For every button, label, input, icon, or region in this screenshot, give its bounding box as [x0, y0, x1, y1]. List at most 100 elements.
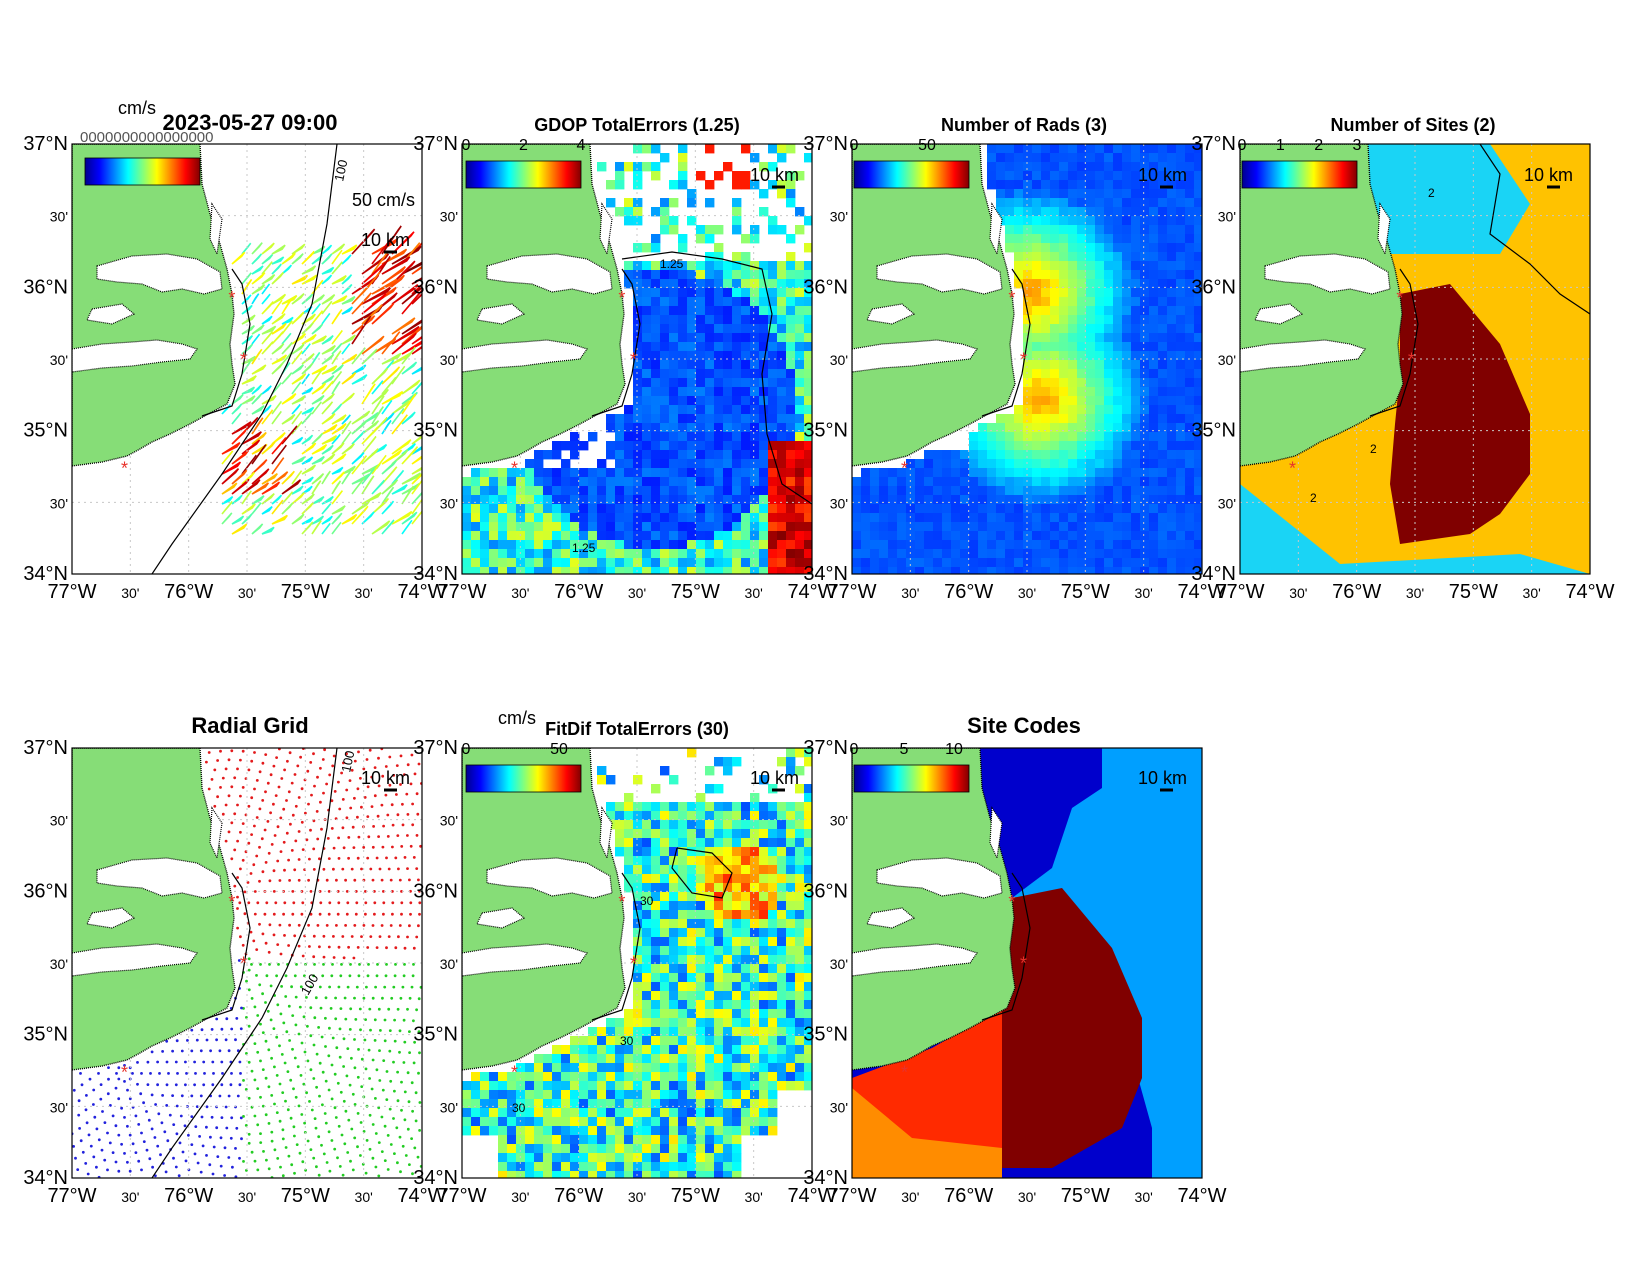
radial-grid-point [249, 930, 253, 934]
heatmap-cell [687, 1063, 697, 1073]
heatmap-cell [507, 1117, 517, 1127]
heatmap-cell [1041, 180, 1051, 190]
radial-grid-point [253, 1078, 257, 1082]
heatmap-cell [651, 1090, 661, 1100]
heatmap-cell [732, 1072, 742, 1082]
heatmap-cell [1005, 207, 1015, 217]
heatmap-cell [714, 279, 724, 289]
radial-grid-point [345, 912, 349, 916]
heatmap-cell [714, 982, 724, 992]
heatmap-cell [786, 333, 796, 343]
radial-grid-point [360, 935, 363, 938]
heatmap-cell [795, 811, 805, 821]
radial-grid-point [224, 803, 228, 807]
heatmap-cell [1176, 261, 1186, 271]
heatmap-cell [1167, 486, 1177, 496]
heatmap-cell [732, 360, 742, 370]
heatmap-cell [804, 558, 812, 568]
heatmap-cell [1077, 252, 1087, 262]
heatmap-cell [1095, 558, 1105, 568]
heatmap-cell [786, 540, 796, 550]
heatmap-cell [1005, 153, 1015, 163]
heatmap-cell [714, 919, 724, 929]
radial-grid-point [205, 1105, 209, 1109]
heatmap-cell [741, 468, 751, 478]
radial-grid-point [309, 1068, 313, 1072]
heatmap-cell [1158, 216, 1168, 226]
heatmap-cell [1059, 504, 1069, 514]
heatmap-cell [1041, 171, 1051, 181]
heatmap-cell [723, 342, 733, 352]
heatmap-cell [1149, 342, 1159, 352]
radial-grid-point [288, 751, 292, 755]
heatmap-cell [660, 1036, 670, 1046]
radial-grid-point [393, 1089, 396, 1093]
heatmap-cell [1194, 468, 1202, 478]
radial-grid-point [241, 943, 245, 947]
heatmap-cell [606, 486, 616, 496]
radial-grid-point [270, 843, 274, 846]
heatmap-cell [1113, 252, 1123, 262]
heatmap-cell [633, 1027, 643, 1037]
heatmap-cell [1140, 468, 1150, 478]
radial-grid-point [239, 758, 242, 762]
heatmap-cell [687, 838, 697, 848]
heatmap-cell [723, 405, 733, 415]
heatmap-cell [1131, 342, 1141, 352]
heatmap-cell [588, 1126, 598, 1136]
heatmap-cell [624, 567, 634, 574]
heatmap-cell [741, 865, 751, 875]
heatmap-cell [786, 306, 796, 316]
current-vector [331, 330, 343, 345]
heatmap-cell [732, 396, 742, 406]
heatmap-cell [1131, 144, 1141, 154]
heatmap-cell [651, 1054, 661, 1064]
heatmap-cell [660, 1090, 670, 1100]
heatmap-cell [633, 973, 643, 983]
radial-grid-point [154, 1103, 158, 1106]
current-vector [351, 455, 368, 475]
heatmap-cell [786, 946, 796, 956]
radial-grid-point [418, 901, 422, 905]
heatmap-cell [669, 297, 679, 307]
radial-grid-point [377, 784, 381, 788]
radial-grid-point [325, 1161, 329, 1164]
heatmap-cell [1149, 144, 1159, 154]
heatmap-cell [606, 1090, 616, 1100]
radial-grid-point [401, 1144, 405, 1148]
current-vector [331, 471, 345, 485]
heatmap-cell [723, 1009, 733, 1019]
heatmap-cell [651, 802, 661, 812]
heatmap-cell [1167, 423, 1177, 433]
heatmap-cell [687, 910, 697, 920]
heatmap-cell [1113, 522, 1123, 532]
heatmap-cell [750, 955, 760, 965]
heatmap-cell [615, 1108, 625, 1118]
heatmap-cell [1077, 387, 1087, 397]
heatmap-cell [642, 459, 652, 469]
heatmap-cell [669, 423, 679, 433]
heatmap-cell [1077, 261, 1087, 271]
heatmap-cell [660, 946, 670, 956]
radial-grid-point [270, 1056, 273, 1060]
heatmap-cell [1023, 567, 1033, 574]
heatmap-cell [660, 441, 670, 451]
heatmap-cell [1113, 495, 1123, 505]
heatmap-cell [786, 351, 796, 361]
heatmap-cell [1086, 333, 1096, 343]
heatmap-cell [879, 486, 889, 496]
heatmap-cell [1185, 207, 1195, 217]
heatmap-cell [804, 486, 812, 496]
current-vector [401, 285, 422, 305]
outer-banks [201, 268, 251, 417]
heatmap-cell [624, 504, 634, 514]
heatmap-cell [750, 414, 760, 424]
heatmap-cell [1032, 504, 1042, 514]
heatmap-cell [669, 288, 679, 298]
heatmap-cell [1005, 486, 1015, 496]
radial-grid-point [107, 1066, 110, 1069]
heatmap-cell [462, 531, 472, 541]
heatmap-cell [723, 802, 733, 812]
radial-grid-point [403, 1090, 407, 1094]
heatmap-cell [1122, 342, 1132, 352]
